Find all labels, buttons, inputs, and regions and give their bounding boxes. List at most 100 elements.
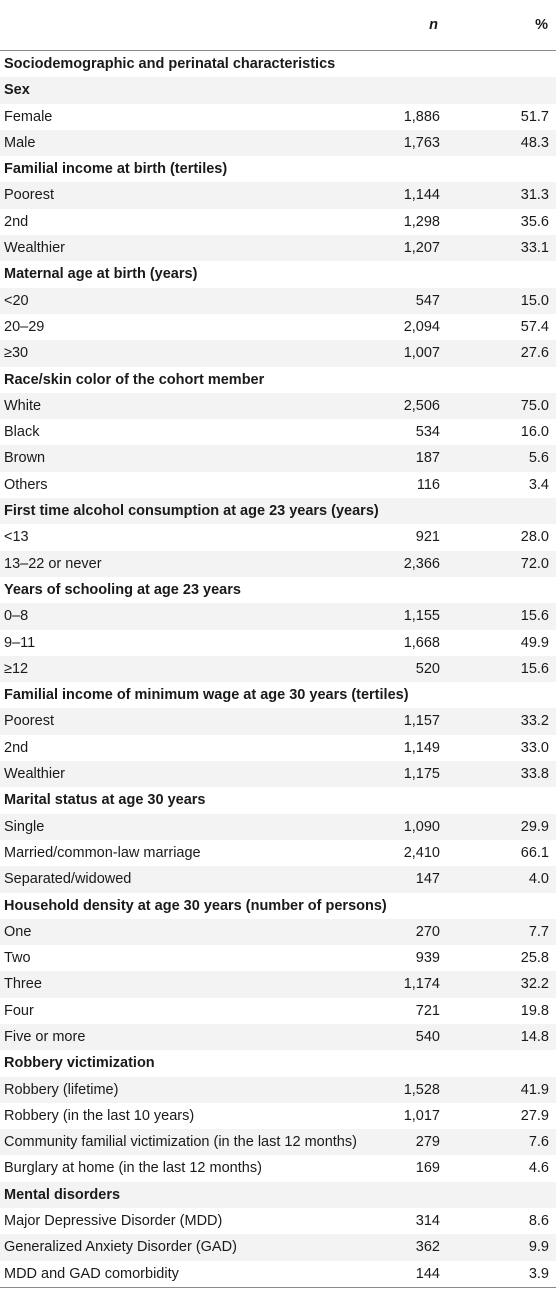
table-row: Male 1,763 48.3 — [0, 129, 556, 157]
cell-n: 2,094 — [403, 318, 440, 335]
heading-label: Maternal age at birth (years) — [4, 266, 198, 283]
table-row: Generalized Anxiety Disorder (GAD) 362 9.9 — [0, 1234, 556, 1261]
row-label: Major Depressive Disorder (MDD) — [4, 1213, 223, 1230]
table-header: n % — [0, 0, 556, 51]
cell-n: 1,763 — [403, 134, 440, 151]
table-row: Wealthier 1,207 33.1 — [0, 235, 556, 262]
row-label: Female — [4, 108, 53, 125]
row-label: <13 — [4, 529, 29, 546]
cell-percent: 8.6 — [528, 1213, 549, 1230]
row-label: Brown — [4, 450, 46, 467]
cell-percent: 33.0 — [520, 739, 549, 756]
cell-n: 520 — [415, 660, 440, 677]
row-label: <20 — [4, 292, 29, 309]
row-label: Married/common-law marriage — [4, 844, 201, 861]
group-heading-row: Mental disorders — [0, 1181, 556, 1209]
row-label: Others — [4, 476, 48, 493]
cell-percent: 15.6 — [520, 660, 549, 677]
cell-n: 1,157 — [403, 713, 440, 730]
row-label: Poorest — [4, 187, 54, 204]
table-row: Four 721 19.8 — [0, 998, 556, 1024]
cell-percent: 3.9 — [528, 1265, 549, 1282]
heading-label: Robbery victimization — [4, 1055, 155, 1072]
cell-n: 1,017 — [403, 1107, 440, 1124]
cell-n: 1,175 — [403, 766, 440, 783]
cell-n: 169 — [415, 1160, 440, 1177]
row-label: Robbery (lifetime) — [4, 1081, 119, 1098]
cell-n: 1,155 — [403, 608, 440, 625]
cell-percent: 35.6 — [520, 213, 549, 230]
cell-percent: 31.3 — [520, 187, 549, 204]
header-n: n — [429, 17, 438, 33]
heading-label: Years of schooling at age 23 years — [4, 581, 241, 598]
table-row: White 2,506 75.0 — [0, 392, 556, 420]
cell-percent: 9.9 — [528, 1239, 549, 1256]
cell-n: 921 — [415, 529, 440, 546]
cell-percent: 16.0 — [520, 424, 549, 441]
row-label: Four — [4, 1002, 34, 1019]
table-row: Three 1,174 32.2 — [0, 971, 556, 998]
cell-percent: 4.6 — [528, 1160, 549, 1177]
cell-n: 1,007 — [403, 345, 440, 362]
cell-percent: 66.1 — [520, 844, 549, 861]
row-label: Three — [4, 976, 42, 993]
cell-percent: 3.4 — [528, 476, 549, 493]
row-label: Robbery (in the last 10 years) — [4, 1107, 195, 1124]
section-heading-row: Sociodemographic and perinatal character… — [0, 51, 556, 77]
cell-percent: 72.0 — [520, 555, 549, 572]
cell-percent: 33.2 — [520, 713, 549, 730]
heading-label: Race/skin color of the cohort member — [4, 371, 265, 388]
cell-n: 187 — [415, 450, 440, 467]
cell-n: 116 — [416, 476, 440, 493]
row-label: Burglary at home (in the last 12 months) — [4, 1160, 262, 1177]
table-row: Two 939 25.8 — [0, 945, 556, 971]
cell-n: 1,149 — [403, 739, 440, 756]
cell-n: 1,090 — [403, 818, 440, 835]
cell-n: 1,207 — [403, 240, 440, 257]
row-label: ≥30 — [4, 345, 29, 362]
cell-n: 362 — [415, 1239, 440, 1256]
header-percent: % — [535, 17, 548, 33]
cell-percent: 41.9 — [520, 1081, 549, 1098]
cell-percent: 48.3 — [520, 134, 549, 151]
cell-percent: 75.0 — [520, 397, 549, 414]
table-row: Wealthier 1,175 33.8 — [0, 761, 556, 788]
heading-label: Familial income at birth (tertiles) — [4, 161, 228, 178]
cell-percent: 25.8 — [520, 950, 549, 967]
cell-percent: 33.8 — [520, 766, 549, 783]
cell-percent: 5.6 — [528, 450, 549, 467]
cell-percent: 7.7 — [528, 923, 549, 940]
table-row: 2nd 1,298 35.6 — [0, 209, 556, 235]
table-row: 9–11 1,668 49.9 — [0, 630, 556, 656]
group-heading-row: Robbery victimization — [0, 1050, 556, 1076]
table-row: ≥30 1,007 27.6 — [0, 340, 556, 367]
cell-percent: 32.2 — [520, 976, 549, 993]
cell-n: 540 — [415, 1028, 440, 1045]
table-row: Major Depressive Disorder (MDD) 314 8.6 — [0, 1208, 556, 1234]
row-label: 13–22 or never — [4, 555, 102, 572]
table-row: Others 116 3.4 — [0, 472, 556, 498]
cell-percent: 15.6 — [520, 608, 549, 625]
cell-percent: 33.1 — [520, 240, 549, 257]
cell-n: 547 — [415, 292, 440, 309]
table-row: Married/common-law marriage 2,410 66.1 — [0, 840, 556, 866]
group-heading-row: Sex — [0, 77, 556, 104]
table-row: MDD and GAD comorbidity 144 3.9 — [0, 1261, 556, 1287]
table-body: Sociodemographic and perinatal character… — [0, 51, 556, 1287]
row-label: White — [4, 397, 42, 414]
row-label: Single — [4, 818, 45, 835]
cell-n: 2,410 — [403, 844, 440, 861]
cell-percent: 27.6 — [520, 345, 549, 362]
cell-n: 270 — [415, 923, 440, 940]
row-label: Two — [4, 950, 31, 967]
row-label: 9–11 — [4, 634, 36, 651]
table-row: Community familial victimization (in the… — [0, 1129, 556, 1156]
row-label: ≥12 — [4, 660, 29, 677]
row-label: Wealthier — [4, 240, 65, 257]
group-heading-row: Maternal age at birth (years) — [0, 261, 556, 287]
cell-percent: 14.8 — [520, 1028, 549, 1045]
table-row: 20–29 2,094 57.4 — [0, 314, 556, 340]
cell-percent: 49.9 — [520, 634, 549, 651]
cell-percent: 29.9 — [520, 818, 549, 835]
table-row: Black 534 16.0 — [0, 419, 556, 445]
